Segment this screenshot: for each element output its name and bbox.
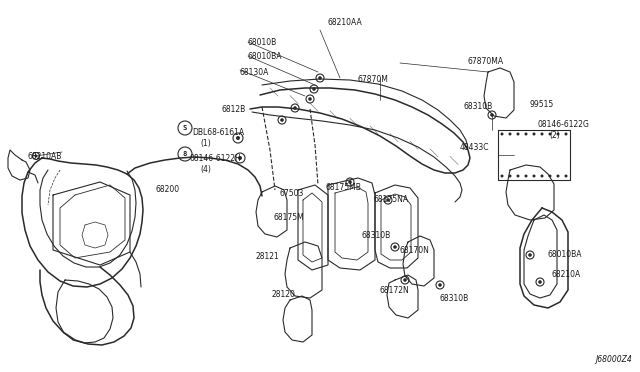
Text: 68175M: 68175M [274, 213, 305, 222]
Circle shape [280, 118, 284, 122]
Circle shape [564, 174, 568, 177]
Circle shape [348, 180, 352, 184]
Text: 48433C: 48433C [460, 143, 490, 152]
Text: 6812B: 6812B [222, 105, 246, 114]
Circle shape [532, 132, 536, 135]
Circle shape [312, 87, 316, 91]
Text: 68210A: 68210A [552, 270, 581, 279]
Circle shape [564, 132, 568, 135]
Circle shape [308, 97, 312, 101]
Circle shape [35, 154, 38, 157]
Text: 68200: 68200 [155, 185, 179, 194]
Text: 68172N: 68172N [380, 286, 410, 295]
Text: 68310B: 68310B [440, 294, 469, 303]
Text: 68310B: 68310B [361, 231, 390, 240]
Circle shape [509, 132, 511, 135]
Text: 08146-6122H: 08146-6122H [190, 154, 242, 163]
Text: 08146-6122G: 08146-6122G [537, 120, 589, 129]
Text: 67870MA: 67870MA [467, 57, 503, 66]
Circle shape [516, 132, 520, 135]
Text: 28121: 28121 [256, 252, 280, 261]
Circle shape [488, 111, 496, 119]
Circle shape [541, 174, 543, 177]
Circle shape [238, 156, 242, 160]
Circle shape [557, 174, 559, 177]
Circle shape [500, 174, 504, 177]
Text: 28120: 28120 [272, 290, 296, 299]
Circle shape [293, 106, 297, 110]
Circle shape [548, 132, 552, 135]
Circle shape [538, 280, 542, 284]
Text: 67870M: 67870M [358, 75, 389, 84]
Circle shape [318, 76, 322, 80]
Text: 68010BA: 68010BA [248, 52, 282, 61]
Text: 68310B: 68310B [464, 102, 493, 111]
Text: 99515: 99515 [530, 100, 554, 109]
Circle shape [346, 178, 354, 186]
Circle shape [391, 243, 399, 251]
Text: 68175NA: 68175NA [373, 195, 408, 204]
Circle shape [536, 278, 544, 286]
Circle shape [278, 116, 286, 124]
Circle shape [516, 174, 520, 177]
Circle shape [306, 95, 314, 103]
Circle shape [33, 153, 40, 160]
Circle shape [310, 85, 318, 93]
Circle shape [548, 174, 552, 177]
Circle shape [557, 132, 559, 135]
Circle shape [233, 133, 243, 143]
Text: 8: 8 [183, 151, 187, 157]
Circle shape [541, 132, 543, 135]
Circle shape [386, 198, 390, 202]
Text: S: S [183, 125, 187, 131]
Text: 67503: 67503 [279, 189, 303, 198]
Text: 68175MB: 68175MB [325, 183, 361, 192]
Circle shape [393, 245, 397, 249]
Circle shape [403, 278, 407, 282]
Circle shape [235, 153, 245, 163]
Text: 68210AA: 68210AA [328, 18, 363, 27]
Text: (4): (4) [200, 165, 211, 174]
Text: 68130A: 68130A [240, 68, 269, 77]
Circle shape [438, 283, 442, 287]
Text: (1): (1) [200, 139, 211, 148]
Circle shape [384, 196, 392, 204]
Circle shape [532, 174, 536, 177]
Circle shape [509, 174, 511, 177]
Text: J68000Z4: J68000Z4 [595, 355, 632, 364]
Text: 68010BA: 68010BA [548, 250, 582, 259]
Circle shape [236, 136, 240, 140]
Circle shape [528, 253, 532, 257]
Circle shape [316, 74, 324, 82]
Text: (2): (2) [549, 131, 560, 140]
Circle shape [526, 251, 534, 259]
Text: 68170N: 68170N [400, 246, 430, 255]
Circle shape [291, 104, 299, 112]
Text: 68210AB: 68210AB [28, 152, 62, 161]
Circle shape [525, 174, 527, 177]
Circle shape [436, 281, 444, 289]
Text: DBL68-6161A: DBL68-6161A [192, 128, 244, 137]
Text: 68010B: 68010B [248, 38, 277, 47]
Circle shape [525, 132, 527, 135]
Circle shape [500, 132, 504, 135]
Circle shape [401, 276, 409, 284]
Circle shape [490, 113, 494, 117]
